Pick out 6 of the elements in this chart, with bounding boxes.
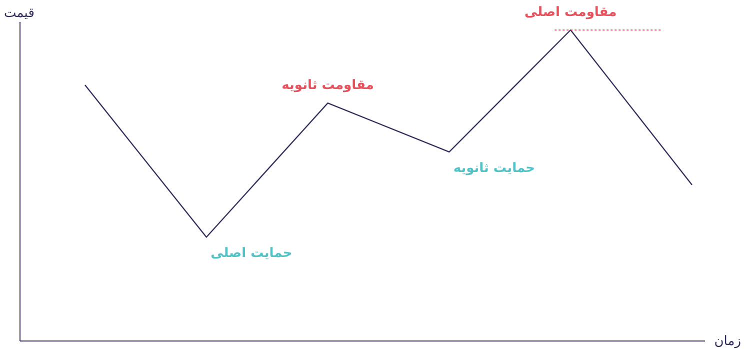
annotation: حمایت ثانویه bbox=[453, 160, 536, 176]
xlabel: زمان bbox=[714, 334, 741, 349]
annotation: حمایت اصلی bbox=[210, 246, 292, 262]
annotation: مقاومت اصلی bbox=[524, 5, 617, 20]
annotation: مقاومت ثانویه bbox=[282, 78, 374, 94]
ylabel: قیمت bbox=[4, 6, 34, 21]
